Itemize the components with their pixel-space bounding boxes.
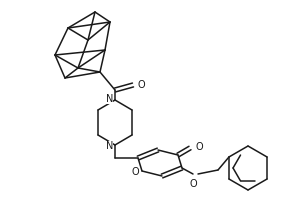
Text: O: O xyxy=(138,80,146,90)
Text: O: O xyxy=(189,179,197,189)
Text: O: O xyxy=(195,142,202,152)
Text: N: N xyxy=(106,141,113,151)
Text: O: O xyxy=(131,167,139,177)
Text: N: N xyxy=(106,94,113,104)
